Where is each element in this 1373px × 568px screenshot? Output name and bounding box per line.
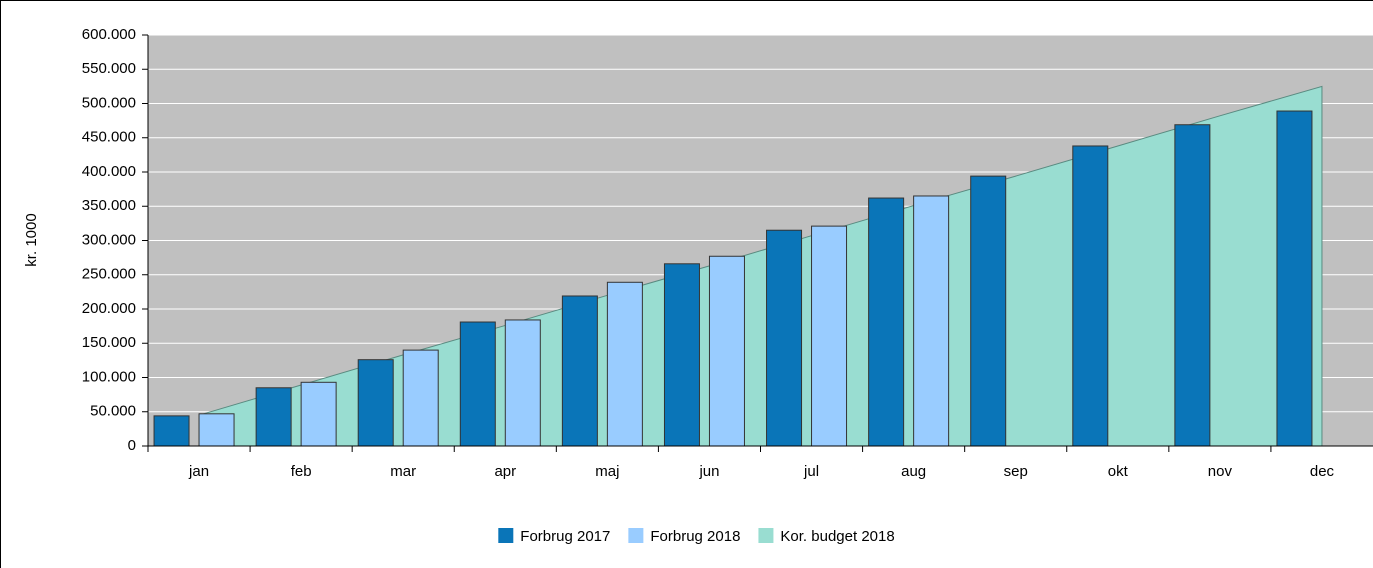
bar [1072, 145, 1109, 447]
y-axis-label: kr. 1000 [23, 213, 40, 266]
legend-label: Forbrug 2018 [650, 528, 740, 545]
y-tick-label: 100.000 [82, 368, 136, 385]
bar [606, 281, 643, 447]
legend-label: Kor. budget 2018 [780, 528, 894, 545]
bar [766, 229, 803, 447]
x-tick-label: nov [1208, 463, 1233, 480]
bar [1276, 110, 1313, 447]
y-tick-label: 500.000 [82, 94, 136, 111]
bar [708, 255, 745, 447]
x-tick-label: dec [1310, 463, 1335, 480]
y-tick-label: 400.000 [82, 163, 136, 180]
bar [811, 225, 848, 447]
legend-swatch [628, 528, 644, 543]
x-tick-label: maj [595, 463, 619, 480]
x-tick-label: apr [494, 463, 516, 480]
x-tick-label: sep [1004, 463, 1028, 480]
bar [663, 263, 700, 447]
y-tick-label: 150.000 [82, 334, 136, 351]
bar [504, 319, 541, 447]
bar [561, 295, 598, 447]
bar [868, 197, 905, 447]
bar [913, 195, 950, 447]
bar [153, 415, 190, 447]
y-tick-label: 350.000 [82, 197, 136, 214]
legend-swatch [498, 528, 514, 543]
y-tick-label: 600.000 [82, 26, 136, 43]
x-tick-label: okt [1108, 463, 1129, 480]
bar [357, 359, 394, 447]
bar [402, 349, 439, 447]
x-tick-label: jan [188, 463, 209, 480]
y-tick-label: 200.000 [82, 300, 136, 317]
bar [255, 387, 292, 447]
x-tick-label: aug [901, 463, 926, 480]
bar [459, 321, 496, 447]
x-tick-label: feb [291, 463, 312, 480]
x-tick-label: jun [698, 463, 719, 480]
legend-swatch [758, 528, 774, 543]
y-tick-label: 450.000 [82, 129, 136, 146]
y-tick-label: 50.000 [90, 403, 136, 420]
y-tick-label: 300.000 [82, 231, 136, 248]
bar [1174, 124, 1211, 447]
bar [970, 175, 1007, 447]
legend-label: Forbrug 2017 [520, 528, 610, 545]
y-tick-label: 0 [128, 437, 136, 454]
x-tick-label: mar [390, 463, 416, 480]
y-tick-label: 550.000 [82, 60, 136, 77]
y-tick-label: 250.000 [82, 266, 136, 283]
bar [198, 413, 235, 447]
x-tick-label: jul [803, 463, 819, 480]
bar [300, 381, 337, 447]
